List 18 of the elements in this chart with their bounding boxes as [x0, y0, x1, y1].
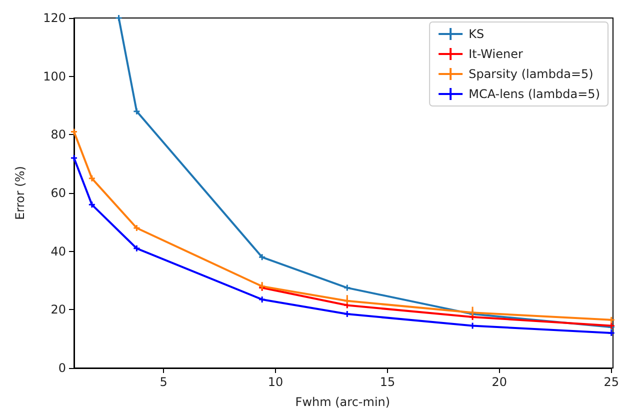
y-tick-label: 120	[43, 11, 66, 25]
y-tick-label: 80	[50, 128, 66, 142]
y-tick-label: 100	[43, 69, 66, 84]
y-axis-title: Error (%)	[13, 166, 27, 220]
legend-label: It-Wiener	[468, 47, 523, 61]
x-axis-title: Fwhm (arc-min)	[295, 395, 390, 409]
x-tick-label: 25	[604, 375, 620, 389]
legend-label: MCA-lens (lambda=5)	[468, 87, 600, 101]
y-tick-label: 40	[50, 244, 66, 258]
y-tick-label: 60	[50, 186, 66, 200]
y-tick-label: 20	[50, 302, 66, 317]
x-tick-label: 15	[380, 375, 396, 389]
x-tick-label: 10	[268, 375, 284, 389]
y-tick-label: 0	[58, 361, 66, 375]
legend-label: Sparsity (lambda=5)	[468, 67, 594, 81]
x-tick-label: 5	[160, 375, 168, 389]
legend-label: KS	[468, 27, 484, 41]
x-tick-label: 20	[492, 375, 508, 389]
